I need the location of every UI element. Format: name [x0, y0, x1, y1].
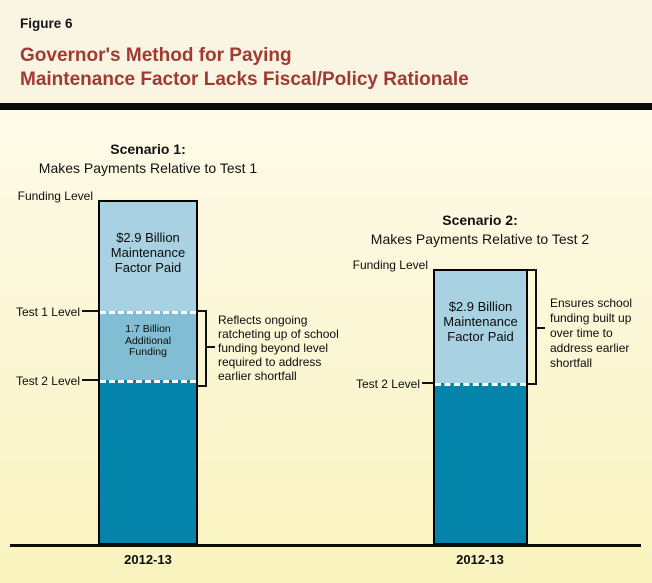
scenario2-bar: [433, 269, 528, 545]
scenario1-maintenance-label-line1: $2.9 Billion: [116, 230, 180, 245]
scenario1-bracket-middle-tick: [207, 346, 215, 348]
scenario1-funding-level-label: Funding Level: [17, 189, 93, 203]
scenario2-bracket-bottom-tick: [528, 383, 537, 385]
scenario2-bracket-vertical: [535, 269, 537, 385]
figure-title-line1: Governor's Method for Paying: [20, 45, 292, 66]
scenario1-annotation: Reflects ongoing ratcheting up of school…: [218, 313, 348, 383]
scenario1-annotation-line4: required to address: [218, 355, 322, 369]
scenario2-annotation-line4: address earlier: [550, 341, 630, 355]
scenario2-test2-connector-line: [422, 382, 433, 384]
scenario1-additional-label-line2: Additional: [124, 334, 172, 347]
scenario2-maintenance-factor-segment: [435, 271, 526, 383]
scenario1-annotation-line2: ratcheting up of school: [218, 327, 339, 341]
scenario1-bracket-vertical: [205, 310, 207, 387]
scenario1-bracket-top-tick: [197, 310, 207, 312]
scenario1-subtitle: Makes Payments Relative to Test 1: [38, 160, 258, 176]
scenario1-additional-funding-label: 1.7 Billion Additional Funding: [98, 323, 198, 359]
scenario1-heading: Scenario 1: Makes Payments Relative to T…: [28, 140, 268, 178]
scenario1-maintenance-label: $2.9 Billion Maintenance Factor Paid: [98, 230, 198, 275]
scenario2-annotation-line1: Ensures school: [550, 296, 633, 310]
scenario2-subtitle: Makes Payments Relative to Test 2: [370, 231, 590, 247]
scenario1-base-funding-segment: [100, 380, 196, 543]
scenario1-maintenance-label-line3: Factor Paid: [114, 260, 182, 275]
scenario2-annotation-line3: over time to: [550, 326, 613, 340]
scenario2-maintenance-label-line2: Maintenance: [443, 314, 518, 329]
scenario2-annotation: Ensures school funding built up over tim…: [550, 296, 652, 371]
chart-area: Scenario 1: Makes Payments Relative to T…: [0, 110, 652, 583]
scenario1-test1-level-label: Test 1 Level: [15, 305, 80, 319]
figure-title: Governor's Method for Paying Maintenance…: [20, 44, 635, 92]
scenario2-base-funding-segment: [435, 383, 526, 543]
scenario2-funding-level-label: Funding Level: [352, 258, 428, 272]
scenario1-maintenance-factor-segment: [100, 202, 196, 311]
figure-header: Figure 6 Governor's Method for Paying Ma…: [0, 0, 652, 103]
scenario1-test2-connector-line: [82, 379, 98, 381]
scenario1-test2-level-label: Test 2 Level: [15, 374, 80, 388]
scenario1-annotation-line1: Reflects ongoing: [218, 313, 308, 327]
scenario1-bracket-bottom-tick: [197, 385, 207, 387]
scenario2-maintenance-label-line3: Factor Paid: [447, 329, 514, 344]
scenario2-test2-level-label: Test 2 Level: [355, 377, 420, 391]
x-axis-baseline: [10, 544, 641, 547]
scenario2-x-axis-label: 2012-13: [456, 552, 504, 567]
scenario2-annotation-line2: funding built up: [550, 311, 632, 325]
scenario1-title: Scenario 1:: [110, 141, 186, 157]
scenario1-test1-connector-line: [82, 310, 98, 312]
figure-number: Figure 6: [20, 16, 73, 31]
scenario2-maintenance-label: $2.9 Billion Maintenance Factor Paid: [433, 299, 528, 344]
scenario2-bracket-top-tick: [528, 269, 537, 271]
scenario1-additional-funding-segment: [100, 311, 196, 380]
scenario1-x-axis-label: 2012-13: [124, 552, 172, 567]
scenario1-annotation-line5: earlier shortfall: [218, 369, 297, 383]
scenario1-maintenance-label-line2: Maintenance: [110, 245, 186, 260]
header-divider-rule: [0, 103, 652, 110]
scenario1-annotation-line3: funding beyond level: [218, 341, 329, 355]
scenario1-additional-label-line1: 1.7 Billion: [125, 323, 171, 335]
scenario1-additional-label-line3: Funding: [129, 346, 167, 358]
scenario2-bracket-middle-tick: [537, 327, 545, 329]
scenario2-maintenance-label-line1: $2.9 Billion: [448, 299, 513, 314]
scenario2-title: Scenario 2:: [442, 212, 518, 228]
scenario1-bar: [98, 200, 198, 545]
figure-title-line2: Maintenance Factor Lacks Fiscal/Policy R…: [20, 69, 469, 90]
scenario2-annotation-line5: shortfall: [550, 356, 593, 370]
scenario2-heading: Scenario 2: Makes Payments Relative to T…: [360, 211, 600, 249]
